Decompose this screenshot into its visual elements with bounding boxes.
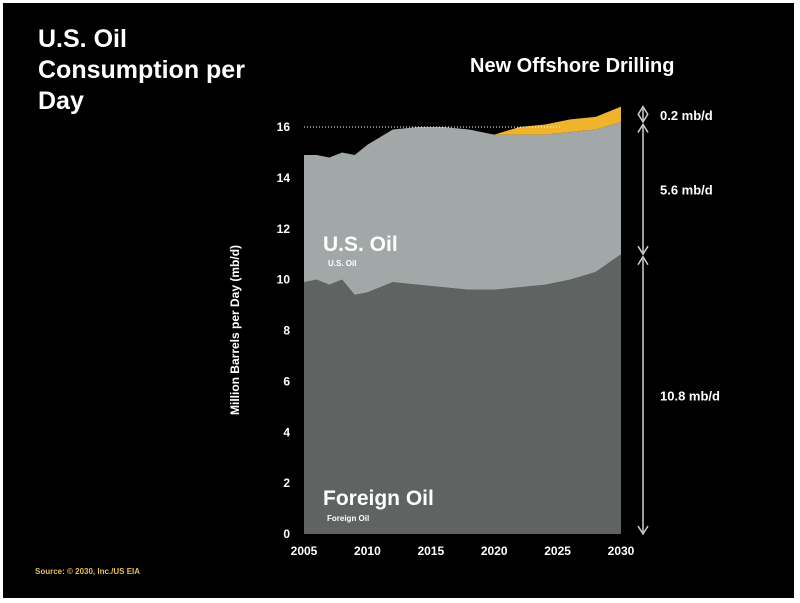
chart-title: U.S. Oil Consumption per Day <box>38 25 245 115</box>
x-tick-label: 2010 <box>354 544 381 558</box>
annotation-layer: 0.2 mb/d 5.6 mb/d 10.8 mb/d <box>637 105 720 536</box>
arrowhead-down <box>637 245 649 256</box>
x-tick-label: 2015 <box>417 544 444 558</box>
y-tick-label: 4 <box>283 425 290 439</box>
arrowhead-down <box>637 113 649 124</box>
chart-subtitle: New Offshore Drilling <box>470 55 675 77</box>
area-layer <box>304 106 621 534</box>
arrowhead-up <box>637 255 649 266</box>
x-axis-ticks: 2005 2010 2015 2020 2025 2030 <box>291 544 635 558</box>
x-tick-label: 2025 <box>544 544 571 558</box>
y-tick-label: 16 <box>277 120 291 134</box>
annotation-label: 5.6 mb/d <box>660 182 713 197</box>
y-axis-ticks: 0 2 4 6 8 10 12 14 16 <box>277 120 291 541</box>
us-oil-area-label: U.S. Oil <box>323 233 398 256</box>
us-oil-area-sublabel: U.S. Oil <box>328 259 356 268</box>
arrowhead-up <box>637 123 649 133</box>
y-tick-label: 8 <box>283 324 290 338</box>
x-tick-label: 2005 <box>291 544 318 558</box>
y-tick-label: 6 <box>283 374 290 388</box>
x-tick-label: 2030 <box>608 544 635 558</box>
annotation-label: 10.8 mb/d <box>660 388 720 403</box>
area-us-oil <box>304 121 621 295</box>
foreign-oil-area-sublabel: Foreign Oil <box>327 514 369 523</box>
source-note: Source: © 2030, Inc./US EIA <box>35 567 141 576</box>
x-tick-label: 2020 <box>481 544 508 558</box>
arrowhead-down <box>637 525 649 536</box>
arrowhead-up <box>637 105 649 116</box>
area-new-offshore-drilling <box>304 106 621 158</box>
y-tick-label: 0 <box>283 527 290 541</box>
y-tick-label: 2 <box>283 476 290 490</box>
area-foreign-oil <box>304 254 621 534</box>
foreign-oil-area-label: Foreign Oil <box>323 487 434 510</box>
y-tick-label: 14 <box>277 171 291 185</box>
y-tick-label: 10 <box>277 273 291 287</box>
annotation-label: 0.2 mb/d <box>660 108 713 123</box>
y-axis-label: Million Barrels per Day (mb/d) <box>228 245 242 415</box>
y-tick-label: 12 <box>277 222 291 236</box>
